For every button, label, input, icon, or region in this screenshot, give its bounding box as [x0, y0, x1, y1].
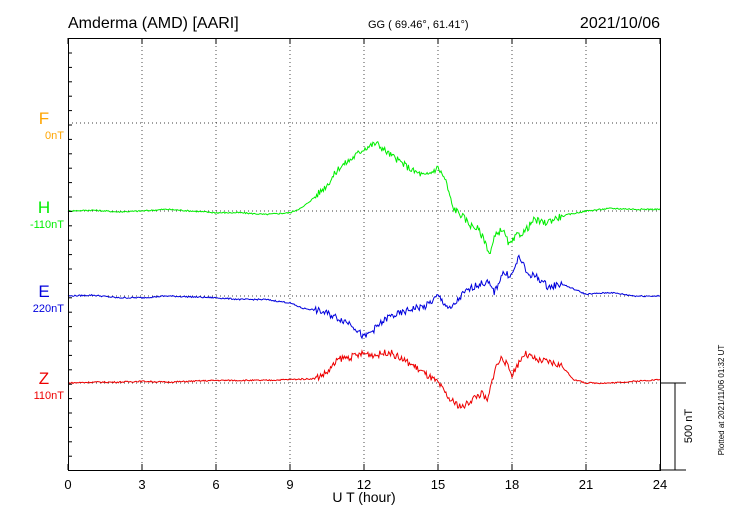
series-baseline-label: -110nT — [30, 219, 64, 231]
x-tick-label: 24 — [653, 477, 667, 492]
scale-label: 500 nT — [683, 409, 695, 444]
plot-frame — [68, 38, 661, 471]
x-tick-label: 12 — [357, 477, 371, 492]
x-tick-label: 21 — [579, 477, 593, 492]
baselines — [68, 122, 660, 384]
series-name: E — [38, 282, 49, 301]
scale-bar: 500 nT — [660, 382, 695, 471]
x-tick-label: 3 — [138, 477, 145, 492]
series-baseline-label: 0nT — [45, 130, 64, 142]
series-baseline-label: 220nT — [33, 303, 64, 315]
series-trace-e — [67, 254, 661, 340]
date: 2021/10/06 — [580, 15, 660, 32]
plot-note: Plotted at 2021/11/06 01:32 UT — [717, 345, 726, 456]
x-tick-label: 18 — [505, 477, 519, 492]
series-trace-z — [67, 349, 661, 410]
x-axis-label: U T (hour) — [332, 489, 395, 505]
x-tick-label: 15 — [431, 477, 445, 492]
series-baseline-label: 110nT — [34, 390, 65, 402]
x-tick-label: 0 — [64, 477, 71, 492]
station-title: Amderma (AMD) [AARI] — [68, 15, 239, 32]
series-name: H — [38, 198, 50, 217]
series-trace-h — [67, 141, 661, 254]
x-axis-ticks: 0 3 6 9 12 15 18 21 24 — [64, 38, 667, 492]
traces — [67, 141, 661, 410]
grid — [141, 38, 587, 470]
series-name: F — [39, 109, 49, 128]
x-tick-label: 9 — [286, 477, 293, 492]
x-tick-label: 6 — [212, 477, 219, 492]
series-name: Z — [39, 369, 49, 388]
coordinates: GG ( 69.46°, 61.41°) — [368, 19, 469, 31]
series-labels: F 0nT H -110nT E 220nT Z 110nT — [30, 109, 64, 402]
